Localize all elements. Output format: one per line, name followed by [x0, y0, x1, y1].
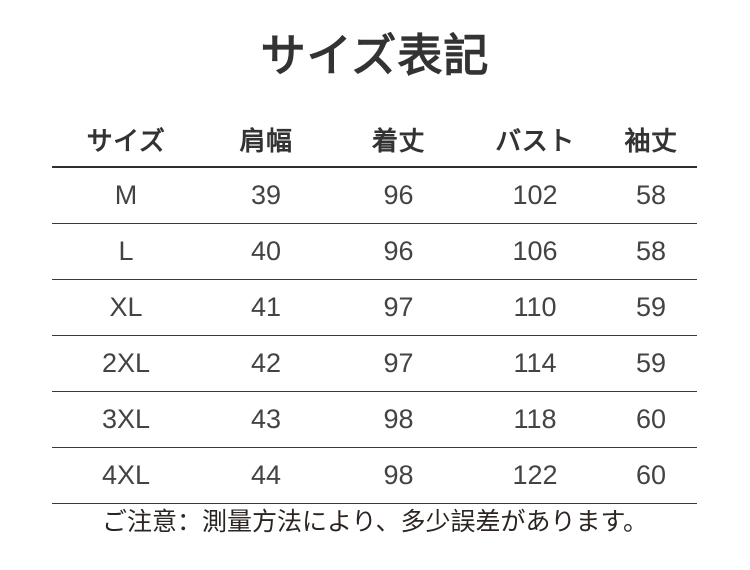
- measurement-disclaimer-note: ご注意：測量方法により、多少誤差があります。: [101, 508, 648, 536]
- column-header-length: 着丈: [332, 112, 465, 168]
- cell-size: M: [52, 167, 200, 224]
- cell-shoulder: 41: [200, 279, 332, 336]
- table-row: XL 41 97 110 59: [52, 279, 697, 336]
- cell-bust: 106: [465, 223, 605, 280]
- table-row: 2XL 42 97 114 59: [52, 335, 697, 392]
- cell-length: 98: [332, 391, 465, 448]
- cell-sleeve: 58: [605, 223, 697, 280]
- cell-sleeve: 60: [605, 391, 697, 448]
- cell-size: 3XL: [52, 391, 200, 448]
- cell-sleeve: 59: [605, 335, 697, 392]
- table-header-row: サイズ 肩幅 着丈 バスト 袖丈: [52, 112, 697, 168]
- cell-size: 2XL: [52, 335, 200, 392]
- cell-size: L: [52, 223, 200, 280]
- column-header-shoulder: 肩幅: [200, 112, 332, 168]
- cell-length: 98: [332, 447, 465, 504]
- cell-bust: 114: [465, 335, 605, 392]
- cell-shoulder: 39: [200, 167, 332, 224]
- column-header-size: サイズ: [52, 112, 200, 168]
- table-body: M 39 96 102 58 L 40 96 106 58 XL 41 97 1…: [52, 167, 697, 504]
- cell-size: 4XL: [52, 447, 200, 504]
- page-title: サイズ表記: [260, 30, 490, 81]
- cell-bust: 110: [465, 279, 605, 336]
- table-row: 4XL 44 98 122 60: [52, 447, 697, 504]
- table-header: サイズ 肩幅 着丈 バスト 袖丈: [52, 112, 697, 168]
- cell-sleeve: 59: [605, 279, 697, 336]
- cell-bust: 118: [465, 391, 605, 448]
- cell-shoulder: 44: [200, 447, 332, 504]
- cell-sleeve: 58: [605, 167, 697, 224]
- cell-bust: 122: [465, 447, 605, 504]
- cell-size: XL: [52, 279, 200, 336]
- column-header-sleeve: 袖丈: [605, 112, 697, 168]
- cell-length: 96: [332, 167, 465, 224]
- table-row: L 40 96 106 58: [52, 223, 697, 280]
- column-header-bust: バスト: [465, 112, 605, 168]
- cell-bust: 102: [465, 167, 605, 224]
- cell-length: 96: [332, 223, 465, 280]
- cell-length: 97: [332, 335, 465, 392]
- table-row: 3XL 43 98 118 60: [52, 391, 697, 448]
- cell-shoulder: 43: [200, 391, 332, 448]
- cell-shoulder: 42: [200, 335, 332, 392]
- cell-shoulder: 40: [200, 223, 332, 280]
- table-row: M 39 96 102 58: [52, 167, 697, 224]
- cell-sleeve: 60: [605, 447, 697, 504]
- cell-length: 97: [332, 279, 465, 336]
- size-table: サイズ 肩幅 着丈 バスト 袖丈 M 39 96 102 58 L 40 96 …: [52, 112, 697, 504]
